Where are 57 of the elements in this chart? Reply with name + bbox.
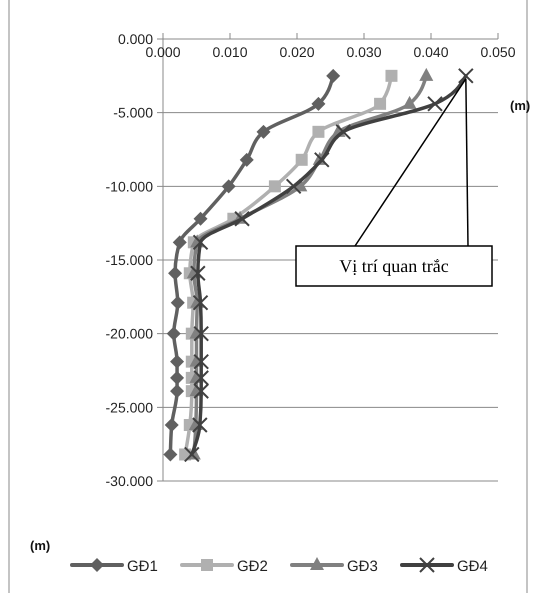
point [192, 294, 209, 311]
point [240, 152, 254, 167]
point [385, 70, 398, 82]
y-tick-label: -5.000 [113, 104, 154, 121]
point [326, 68, 340, 83]
point [170, 370, 184, 385]
y-tick-label: -15.000 [106, 252, 154, 268]
y-tick-label: -30.000 [106, 473, 154, 489]
point [314, 152, 330, 168]
x-axis-title: (m) [510, 98, 530, 113]
point [419, 68, 434, 81]
point [234, 210, 250, 227]
point [193, 370, 210, 386]
y-tick-label: -10.000 [106, 178, 154, 194]
point [311, 96, 326, 111]
point [190, 265, 206, 282]
point [458, 68, 474, 84]
legend-label: GĐ1 [127, 558, 158, 575]
point [170, 296, 185, 310]
text: (m) [30, 538, 50, 553]
point [193, 354, 210, 370]
point [192, 417, 208, 434]
x-tick-label: 0.030 [346, 44, 382, 60]
point [184, 446, 200, 462]
x-tick-label: 0.000 [145, 44, 181, 60]
x-tick-label: 0.010 [212, 44, 248, 60]
point [170, 354, 184, 369]
point [163, 447, 178, 462]
legend-label: GĐ3 [347, 558, 378, 575]
point [268, 180, 281, 192]
legend-label: GĐ4 [457, 558, 488, 575]
point [170, 384, 184, 398]
point [374, 98, 386, 110]
point [166, 326, 181, 341]
point [193, 383, 210, 400]
point [194, 212, 208, 226]
point [164, 418, 179, 432]
point [256, 124, 270, 139]
legend-label: GĐ2 [237, 558, 268, 575]
point [172, 235, 187, 250]
y-tick-label: -20.000 [106, 326, 154, 342]
point [168, 266, 182, 280]
annotation: Vị trí quan trắc [339, 256, 449, 276]
point [222, 179, 236, 194]
x-tick-label: 0.020 [279, 44, 315, 60]
point [402, 96, 417, 109]
point [193, 326, 210, 342]
point [286, 178, 302, 194]
point [296, 154, 308, 166]
y-tick-label: 0.000 [118, 31, 154, 47]
point [427, 96, 444, 112]
point [312, 126, 324, 138]
x-tick-label: 0.050 [480, 44, 516, 60]
x-tick-label: 0.040 [413, 44, 449, 60]
point [335, 124, 352, 140]
point [192, 234, 209, 250]
y-tick-label: -25.000 [106, 399, 154, 416]
